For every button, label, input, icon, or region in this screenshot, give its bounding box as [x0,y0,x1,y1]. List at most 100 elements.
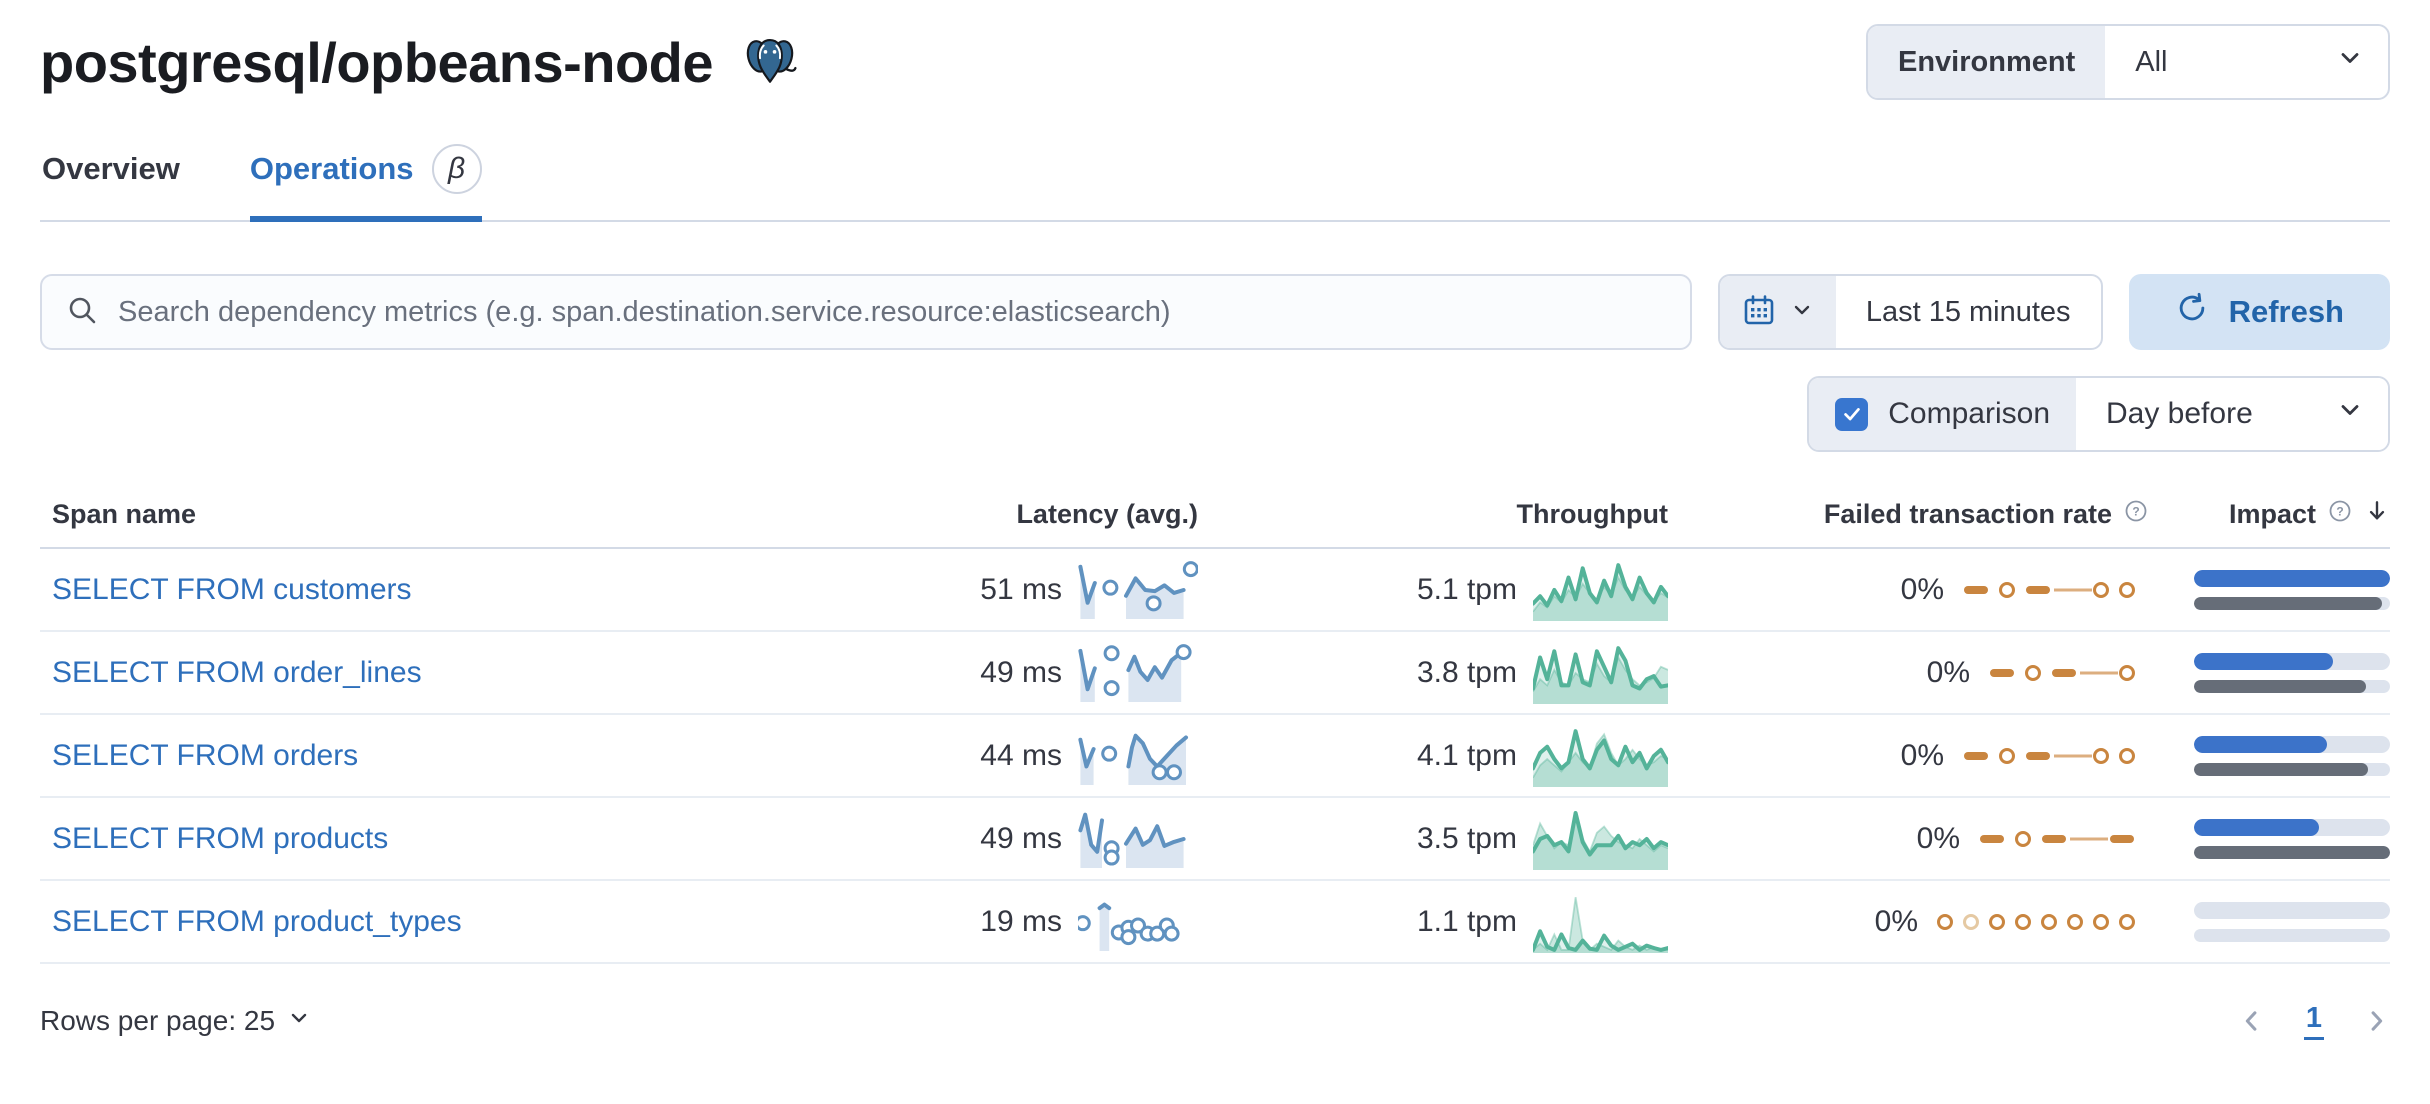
latency-cell: 51 ms [778,560,1198,619]
span-name-cell: SELECT FROM order_lines [40,656,778,690]
latency-sparkline [1078,560,1198,619]
impact-bar-current-fill [2194,735,2328,753]
latency-value: 44 ms [980,738,1062,772]
failed-rate-sparkline [1980,830,2134,847]
impact-bars [2194,735,2390,776]
failed-rate-value: 0% [1874,904,1918,938]
impact-bar-previous [2194,596,2390,610]
impact-header-label: Impact [2228,499,2316,529]
environment-select[interactable]: All [2105,26,2388,98]
throughput-cell: 3.8 tpm [1198,642,1668,704]
table-row: SELECT FROM product_types 19 ms 1.1 tpm 0% [40,881,2390,964]
date-picker-calendar-button[interactable] [1719,276,1836,348]
sort-descending-icon [2364,498,2390,531]
tab-overview[interactable]: Overview [42,144,180,220]
tab-operations[interactable]: Operations β [249,144,482,222]
impact-bar-current [2194,735,2390,753]
throughput-sparkline [1533,728,1668,787]
comparison-row: Comparison Day before [40,376,2390,452]
column-header-latency: Latency (avg.) [1016,499,1198,529]
search-input[interactable] [116,294,1666,330]
chevron-down-icon [1790,298,1814,327]
impact-bars [2194,569,2390,610]
rows-per-page-label: Rows per page: 25 [40,1005,276,1036]
chevron-down-icon [2336,396,2364,432]
svg-text:?: ? [2336,504,2343,518]
time-range-button[interactable]: Last 15 minutes [1865,295,2071,328]
impact-bars [2194,818,2390,859]
throughput-value: 3.5 tpm [1416,821,1517,855]
column-header-failed-rate: Failed transaction rate ? [1668,499,2148,530]
comparison-value: Day before [2106,397,2253,430]
span-name-link[interactable]: SELECT FROM orders [52,738,359,772]
comparison-checkbox[interactable] [1835,397,1869,431]
previous-page-icon[interactable] [2238,1007,2266,1035]
throughput-value: 3.8 tpm [1416,655,1517,689]
latency-value: 19 ms [980,904,1062,938]
impact-bar-previous-fill [2194,762,2369,776]
column-header-throughput: Throughput [1516,499,1668,529]
throughput-value: 4.1 tpm [1416,738,1517,772]
latency-cell: 44 ms [778,727,1198,785]
impact-bar-previous [2194,845,2390,859]
latency-sparkline [1078,812,1186,868]
refresh-button[interactable]: Refresh [2128,274,2390,350]
operations-table: Span name Latency (avg.) Throughput Fail… [40,498,2390,964]
impact-bars [2194,652,2390,693]
throughput-cell: 5.1 tpm [1198,559,1668,621]
page-number[interactable]: 1 [2303,1002,2324,1040]
page-header: postgresql/opbeans-node Environment All [40,0,2390,100]
column-header-span-name: Span name [52,499,197,529]
latency-cell: 49 ms [778,643,1198,702]
table-row: SELECT FROM order_lines 49 ms 3.8 tpm 0% [40,632,2390,715]
search-box [40,274,1692,350]
span-name-link[interactable]: SELECT FROM products [52,821,389,855]
failed-rate-cell: 0% [1668,900,2148,944]
failed-rate-value: 0% [1916,821,1960,855]
title-wrap: postgresql/opbeans-node [40,30,799,95]
comparison-toggle: Comparison [1809,378,2076,450]
span-name-link[interactable]: SELECT FROM order_lines [52,655,422,689]
impact-cell [2148,569,2390,610]
controls-row: Last 15 minutes Refresh [40,274,2390,350]
span-name-link[interactable]: SELECT FROM product_types [52,904,462,938]
environment-value: All [2135,45,2168,78]
chevron-down-icon [2336,44,2364,80]
failed-rate-value: 0% [1900,738,1944,772]
impact-bar-current [2194,652,2390,670]
impact-cell [2148,735,2390,776]
environment-label: Environment [1868,26,2106,98]
throughput-cell: 3.5 tpm [1198,808,1668,870]
latency-cell: 19 ms [778,893,1198,951]
failed-rate-sparkline [1964,747,2135,764]
throughput-value: 5.1 tpm [1416,572,1517,606]
date-picker: Last 15 minutes [1717,274,2103,350]
latency-sparkline [1078,733,1188,785]
latency-value: 51 ms [980,572,1062,606]
column-header-impact[interactable]: Impact ? [2148,498,2390,531]
pagination: 1 [2238,1002,2390,1040]
rows-per-page-button[interactable]: Rows per page: 25 [40,1005,311,1037]
throughput-sparkline [1533,645,1668,704]
help-icon[interactable]: ? [2124,499,2148,530]
table-row: SELECT FROM products 49 ms 3.5 tpm 0% [40,798,2390,881]
latency-sparkline [1078,902,1180,951]
next-page-icon[interactable] [2362,1007,2390,1035]
svg-text:?: ? [2132,504,2139,518]
help-icon[interactable]: ? [2328,499,2352,530]
failed-rate-header-label: Failed transaction rate [1823,499,2112,529]
latency-value: 49 ms [980,821,1062,855]
impact-bar-current-fill [2194,569,2390,587]
span-name-link[interactable]: SELECT FROM customers [52,572,412,606]
comparison-group: Comparison Day before [1807,376,2390,452]
impact-bar-previous-fill [2194,679,2367,693]
impact-bar-current [2194,818,2390,836]
impact-bar-previous-fill [2194,596,2383,610]
chevron-down-icon [287,1005,311,1037]
failed-rate-cell: 0% [1668,651,2148,695]
table-body: SELECT FROM customers 51 ms 5.1 tpm 0% SELEC… [40,549,2390,964]
comparison-select[interactable]: Day before [2076,378,2388,450]
table-row: SELECT FROM customers 51 ms 5.1 tpm 0% [40,549,2390,632]
impact-bar-current-fill [2194,652,2334,670]
impact-bar-current [2194,569,2390,587]
